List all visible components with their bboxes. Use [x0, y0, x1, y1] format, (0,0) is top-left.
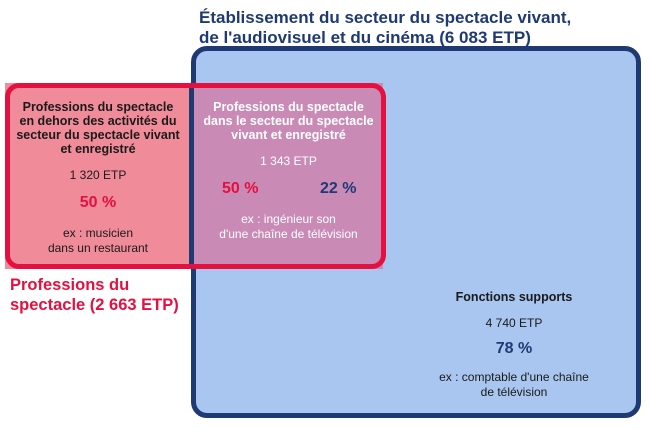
support-example-line: ex : comptable d'une chaîne — [439, 370, 589, 384]
professions-set-box — [5, 83, 386, 269]
red-label-line-1: Professions du — [10, 276, 130, 294]
blue-set-left-edge — [189, 86, 194, 266]
red-label-line-2: spectacle (2 663 ETP) — [10, 296, 179, 314]
left-example-line: dans un restaurant — [47, 241, 149, 255]
support-region-percent: 78 % — [495, 340, 533, 357]
left-region-heading: Professions du spectacle en dehors des a… — [12, 100, 184, 156]
left-region-fill — [5, 83, 191, 269]
overlap-percent-red: 50 % — [222, 180, 259, 197]
overlap-example-line: ex : ingénieur son — [241, 212, 336, 226]
left-region-etp: 1 320 ETP — [69, 168, 127, 182]
diagram-title: Établissement du secteur du spectacle vi… — [199, 8, 639, 48]
title-line-2: de l'audiovisuel et du cinéma (6 083 ETP… — [199, 28, 531, 47]
left-region-percent: 50 % — [79, 194, 117, 211]
overlap-region-text: Professions du spectacle dans le secteur… — [196, 100, 381, 242]
overlap-example-line: d'une chaîne de télévision — [219, 227, 358, 241]
left-example-line: ex : musicien — [62, 226, 134, 240]
overlap-region-percents: 50 % 22 % — [196, 180, 381, 198]
professions-set-label: Professions du spectacle (2 663 ETP) — [10, 275, 200, 315]
left-heading-line: et enregistré — [60, 142, 136, 156]
support-region-example: ex : comptable d'une chaîne de télévisio… — [414, 370, 614, 400]
support-region-heading: Fonctions supports — [455, 290, 573, 304]
overlap-region-heading: Professions du spectacle dans le secteur… — [196, 100, 381, 142]
left-region-text: Professions du spectacle en dehors des a… — [12, 100, 184, 256]
overlap-region-etp: 1 343 ETP — [260, 154, 317, 168]
left-region-example: ex : musicien dans un restaurant — [12, 226, 184, 256]
overlap-percent-blue: 22 % — [320, 180, 357, 197]
overlap-region-example: ex : ingénieur son d'une chaîne de télév… — [196, 212, 381, 242]
overlap-region-fill — [191, 83, 383, 269]
left-heading-line: Professions du spectacle — [22, 100, 174, 114]
left-heading-line: en dehors des activités du — [19, 114, 177, 128]
overlap-heading-line: dans le secteur du spectacle — [203, 114, 374, 128]
overlap-heading-line: Professions du spectacle — [213, 100, 364, 114]
support-region-etp: 4 740 ETP — [485, 316, 543, 330]
left-heading-line: secteur du spectacle vivant — [16, 128, 180, 142]
support-region-text: Fonctions supports 4 740 ETP 78 % ex : c… — [414, 290, 614, 400]
overlap-heading-line: vivant et enregistré — [231, 128, 346, 142]
title-line-1: Établissement du secteur du spectacle vi… — [199, 8, 572, 27]
support-example-line: de télévision — [480, 385, 548, 399]
